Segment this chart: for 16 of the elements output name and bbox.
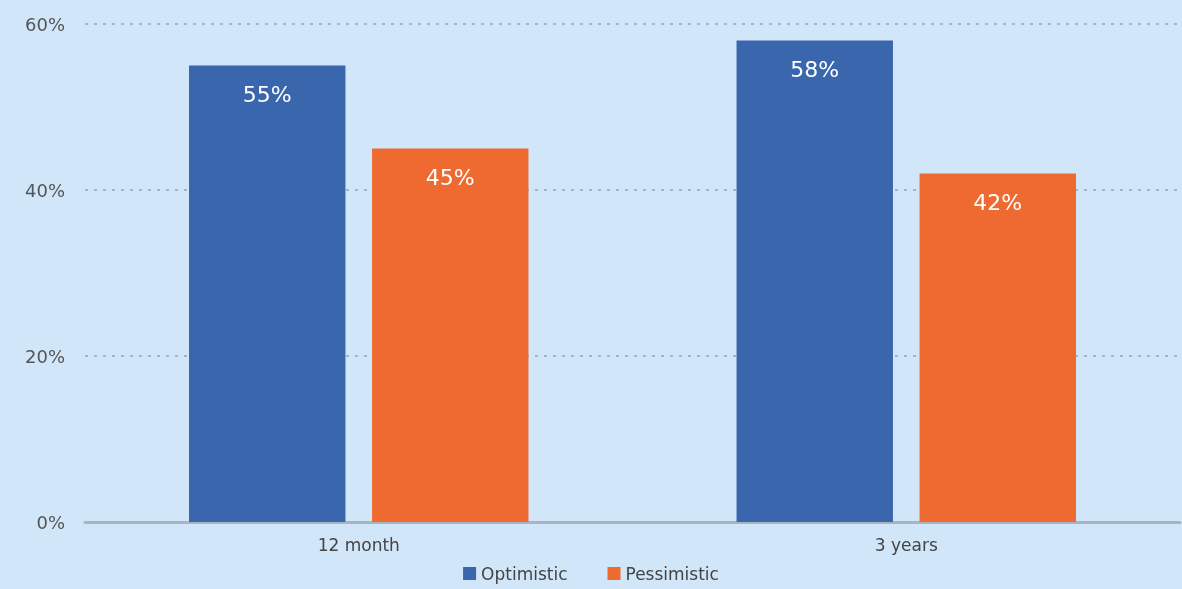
bar: [372, 148, 529, 522]
y-tick-label: 0%: [36, 511, 65, 533]
y-tick-label: 20%: [24, 345, 65, 367]
y-tick-label: 60%: [24, 13, 65, 35]
y-tick-label: 40%: [24, 179, 65, 201]
bar: [919, 173, 1076, 522]
data-label: 58%: [790, 57, 840, 83]
data-label: 55%: [242, 82, 292, 107]
data-label: 42%: [973, 189, 1023, 215]
x-tick-label: 12 month: [317, 534, 400, 555]
legend-label: Pessimistic: [625, 563, 719, 584]
bar: [736, 40, 893, 522]
bar: [189, 65, 346, 522]
data-label: 45%: [425, 165, 475, 190]
legend-label: Optimistic: [481, 563, 568, 584]
x-tick-label: 3 years: [874, 534, 938, 555]
